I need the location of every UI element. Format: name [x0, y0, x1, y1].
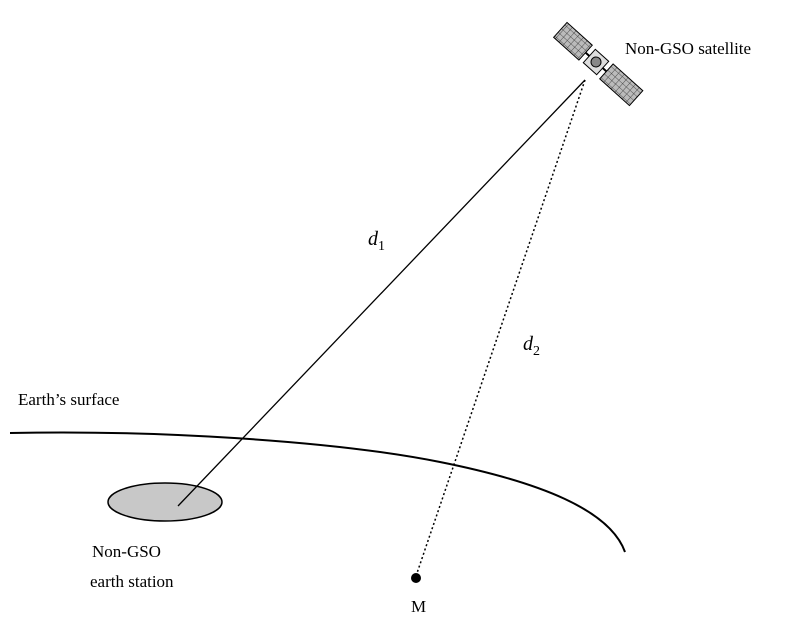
diagram: Non-GSO satellite d1 d2 Earth’s surface …: [0, 0, 808, 619]
satellite-label: Non-GSO satellite: [625, 39, 751, 58]
link-d1: [178, 80, 585, 506]
earth-surface: [10, 432, 625, 552]
d2-label: d2: [523, 333, 540, 359]
point-m: [411, 573, 421, 583]
surface-label: Earth’s surface: [18, 390, 119, 409]
d1-label: d1: [368, 228, 385, 254]
point-label: M: [411, 597, 426, 616]
link-d2: [416, 80, 585, 576]
satellite: [554, 22, 643, 105]
earth-station-area: [108, 483, 222, 521]
earth-station-label: Non-GSO: [92, 542, 161, 561]
earth-station-label: earth station: [90, 572, 174, 591]
